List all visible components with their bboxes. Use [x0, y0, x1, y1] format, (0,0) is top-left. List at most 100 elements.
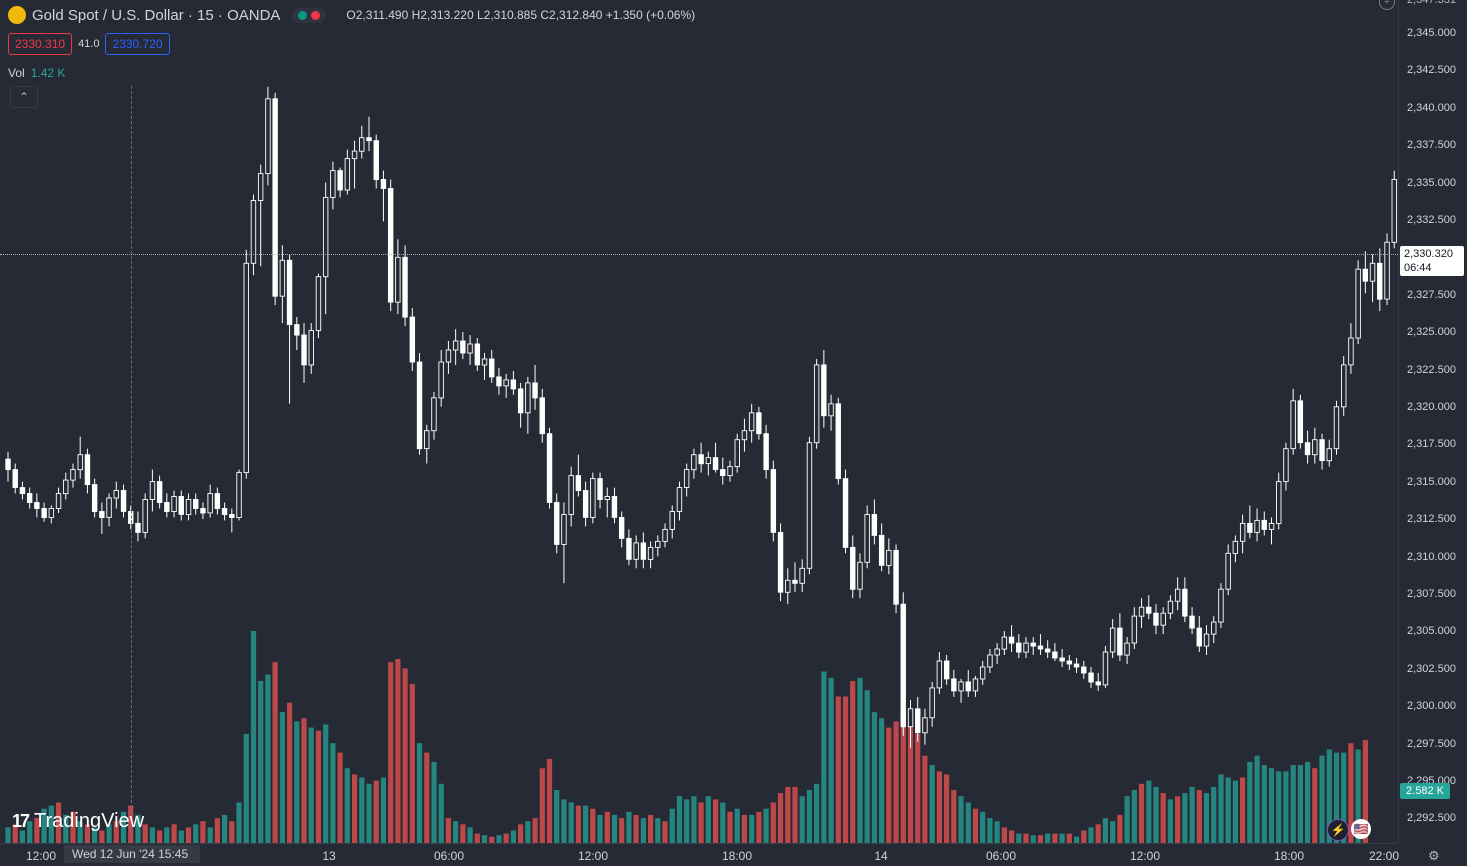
sell-button[interactable]: 2330.310	[8, 33, 73, 55]
candle	[1102, 646, 1109, 688]
volume-bar	[12, 824, 18, 843]
buy-button[interactable]: 2330.720	[105, 33, 170, 55]
volume-bar	[749, 814, 755, 843]
volume-bar	[344, 768, 350, 843]
volume-bar	[236, 802, 242, 843]
candle	[250, 194, 257, 276]
candle	[1066, 655, 1073, 670]
volume-bar	[48, 805, 54, 843]
volume-bar	[489, 836, 495, 843]
volume-bar	[1355, 749, 1361, 843]
us-flag-icon[interactable]: 🇺🇸	[1351, 819, 1371, 839]
candle	[611, 487, 618, 524]
time-tick-label: 06:00	[433, 849, 465, 863]
volume-bar	[1009, 830, 1015, 843]
bolt-icon[interactable]: ⚡	[1327, 819, 1349, 841]
price-axis[interactable]: 2,347.331 2,345.000 2,342.500 2,340.000 2,33…	[1398, 0, 1467, 843]
candle	[395, 239, 401, 315]
price-tick-label: 2,305.000	[1407, 625, 1456, 638]
candle	[1283, 442, 1289, 491]
volume-bar	[640, 818, 646, 843]
price-tick-label: 2,317.500	[1407, 438, 1456, 451]
candle	[474, 338, 481, 371]
candle	[236, 469, 242, 521]
price-tick-label: 2,320.000	[1407, 401, 1456, 413]
time-tick-label: 18:00	[1273, 849, 1305, 863]
volume-bar	[373, 780, 379, 843]
candle	[683, 463, 690, 497]
candle	[301, 323, 307, 383]
volume-bar	[720, 802, 726, 843]
volume-bar	[936, 771, 942, 843]
volume-bar	[258, 680, 264, 843]
candle	[763, 424, 769, 479]
chart-area[interactable]	[0, 0, 1398, 843]
candle	[70, 463, 76, 488]
market-status-pill[interactable]	[292, 7, 327, 23]
volume-bar	[200, 821, 206, 843]
candle	[431, 391, 437, 440]
volume-bar	[879, 718, 885, 843]
volume-bar	[416, 743, 423, 843]
volume-bar	[1232, 780, 1238, 843]
settings-icon[interactable]: ⚙	[1428, 848, 1440, 863]
candle	[1304, 430, 1311, 464]
volume-bar	[893, 721, 899, 843]
volume-bar	[561, 799, 567, 843]
volume-bar	[1247, 761, 1253, 843]
volume-bar	[597, 814, 603, 843]
price-tick-label: 2,310.000	[1407, 550, 1456, 563]
volume-bar	[1066, 833, 1072, 843]
volume-bar	[1167, 799, 1173, 843]
candle	[561, 502, 567, 584]
candle	[1232, 535, 1239, 563]
gold-icon	[8, 6, 26, 24]
volume-bar	[857, 677, 863, 843]
price-tick-label: 2,315.000	[1407, 475, 1456, 488]
volume-bar	[1102, 818, 1108, 843]
candle	[554, 493, 560, 554]
volume-bar	[1211, 786, 1217, 843]
collapse-legend-button[interactable]: ⌃	[10, 86, 38, 108]
candle	[351, 140, 358, 189]
candle	[113, 481, 119, 509]
volume-bar	[770, 802, 776, 843]
symbol-title[interactable]: Gold Spot / U.S. Dollar · 15 · OANDA	[32, 6, 281, 24]
candle	[48, 505, 55, 524]
candle	[1182, 577, 1188, 623]
tradingview-logo[interactable]: 17 TradingView	[12, 810, 144, 833]
candle	[1117, 613, 1123, 661]
candle	[120, 484, 127, 518]
market-open-icon	[298, 10, 308, 20]
volume-bar	[185, 827, 192, 843]
volume-bar	[1110, 821, 1116, 843]
candle	[1124, 637, 1130, 664]
candle	[1348, 323, 1354, 374]
candlestick-chart[interactable]	[0, 0, 1398, 843]
volume-bar	[77, 821, 83, 843]
candle	[965, 670, 971, 697]
volume-bar	[481, 835, 488, 843]
price-tick-label: 2,297.500	[1407, 737, 1456, 750]
candle	[308, 323, 314, 374]
candle	[1333, 400, 1340, 455]
candle	[1261, 511, 1267, 536]
volume-bar	[503, 833, 509, 843]
candle	[741, 418, 748, 452]
candle	[626, 529, 632, 566]
volume-bar	[532, 818, 538, 843]
candle	[1095, 673, 1101, 691]
price-tick-label: 2,300.000	[1407, 700, 1456, 713]
current-price-label: 2,330.320 06:44	[1400, 246, 1464, 276]
candle	[34, 493, 40, 518]
candle	[330, 161, 336, 210]
volume-bar	[1030, 835, 1036, 843]
volume-bar	[1341, 752, 1347, 843]
volume-label[interactable]: Vol	[8, 66, 25, 80]
candle	[821, 350, 827, 428]
volume-bar	[525, 821, 531, 843]
volume-bar	[395, 659, 401, 843]
volume-bar	[1138, 783, 1145, 843]
volume-bar	[460, 824, 466, 843]
time-axis[interactable]: 12:00 13 06:00 12:00 18:00 14 06:00 12:00 18:00 2…	[0, 843, 1399, 866]
